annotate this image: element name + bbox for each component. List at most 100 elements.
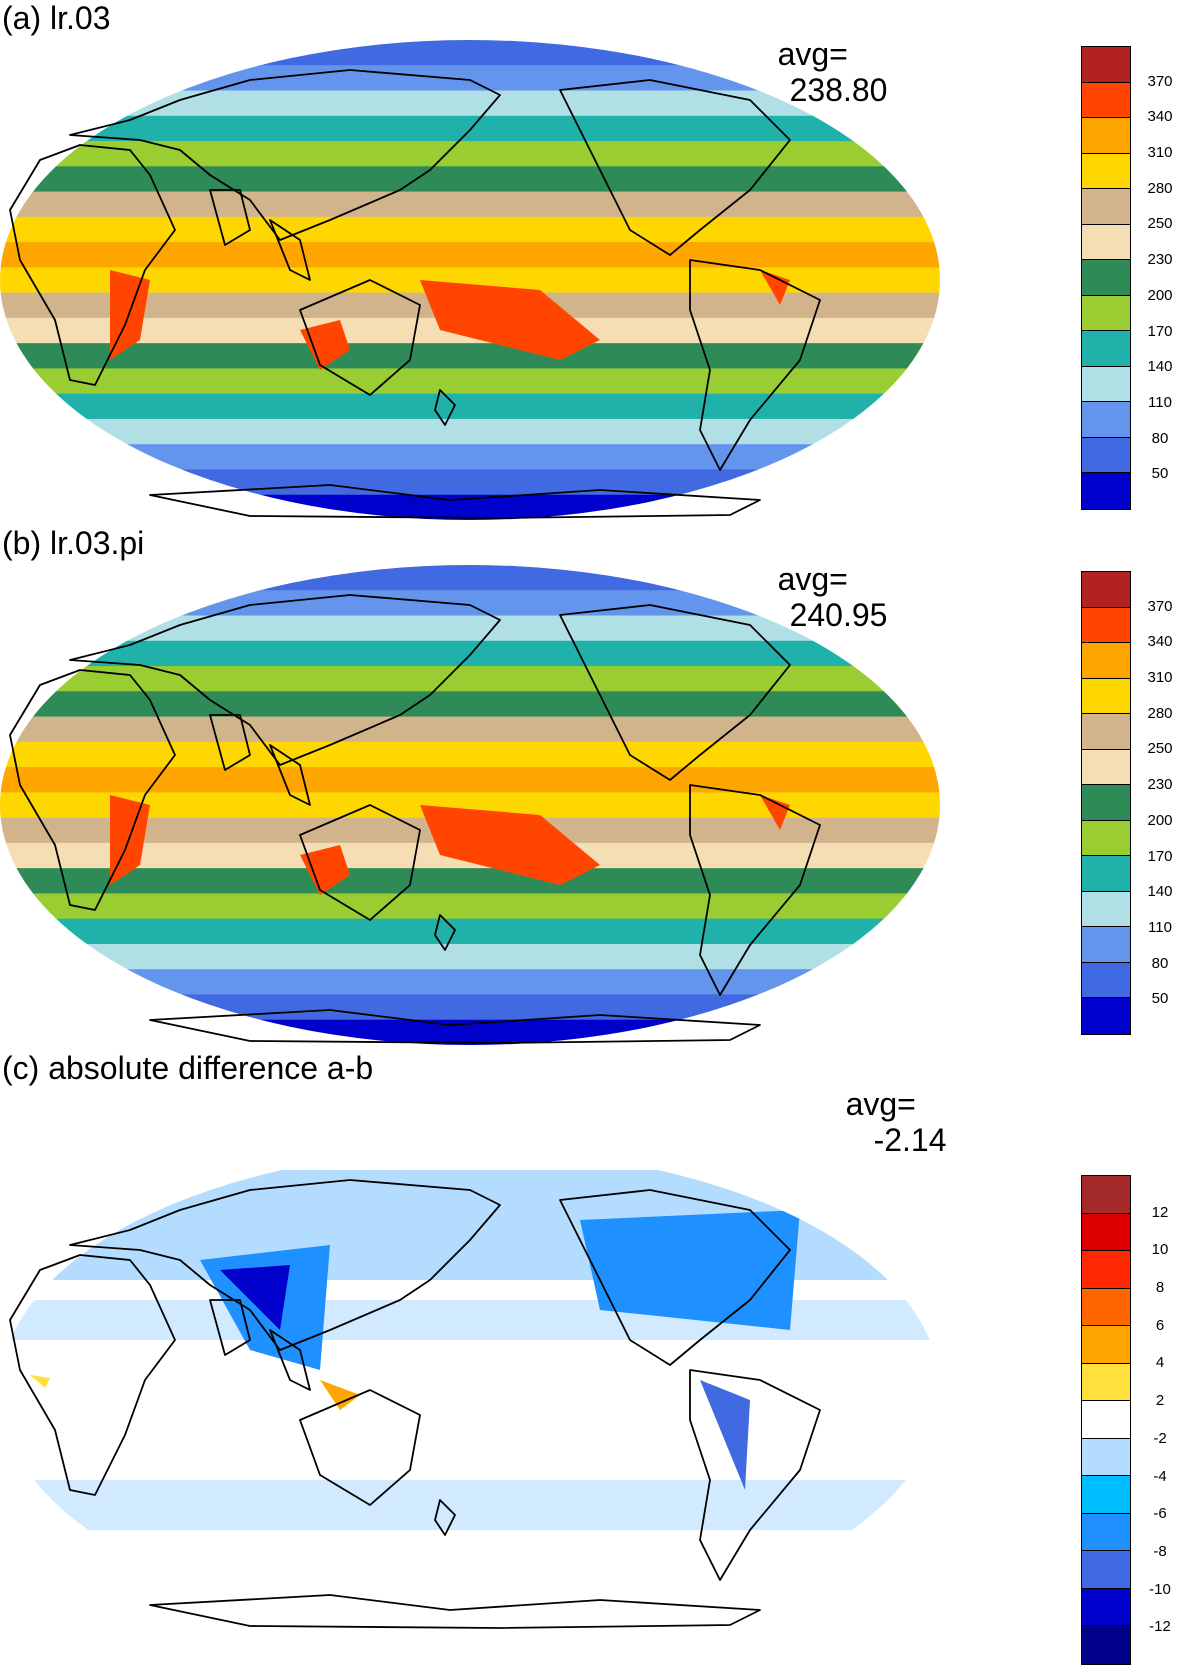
coastlines <box>9 594 821 1044</box>
colorbar <box>1081 1175 1131 1665</box>
panel-c: (c) absolute difference a-b avg= -2.14 1… <box>0 1050 1188 1677</box>
map-band <box>0 393 940 420</box>
diff-patch <box>580 1210 800 1330</box>
colorbar-cell <box>1082 224 1130 261</box>
map <box>0 40 940 520</box>
colorbar-cell <box>1082 473 1130 509</box>
diff-patch <box>700 1380 750 1490</box>
colorbar-tick-label: 280 <box>1147 704 1173 722</box>
diff-patch <box>0 1480 940 1530</box>
colorbar-cell <box>1082 47 1130 83</box>
colorbar-cell <box>1082 366 1130 403</box>
colorbar-cell <box>1082 189 1130 225</box>
diff-patch <box>220 1265 290 1330</box>
colorbar-tick-label: 250 <box>1147 740 1173 758</box>
colorbar-cell <box>1082 927 1130 963</box>
map-band <box>0 918 940 945</box>
warm-pool <box>420 280 600 360</box>
colorbar-tick-label: 4 <box>1155 1354 1165 1372</box>
colorbar-cell <box>1082 1251 1130 1289</box>
colorbar-cell <box>1082 856 1130 892</box>
colorbar-cell <box>1082 749 1130 786</box>
map-band <box>0 969 940 996</box>
map-band <box>0 418 940 446</box>
map-band <box>0 90 940 117</box>
coastline <box>9 669 176 911</box>
colorbar-cell <box>1082 785 1130 821</box>
warm-pool <box>760 270 790 305</box>
map-band <box>0 741 940 769</box>
colorbar-tick-label: 80 <box>1151 429 1169 447</box>
colorbar-cell <box>1082 331 1130 367</box>
warm-pool <box>300 320 350 370</box>
coastline <box>69 69 501 241</box>
colorbar-cell <box>1082 820 1130 857</box>
map <box>0 565 940 1045</box>
diff-patch <box>320 1380 360 1410</box>
coastline <box>9 144 176 386</box>
colorbar <box>1081 571 1131 1035</box>
panel-avg: avg= 238.80 <box>742 0 888 144</box>
map-band <box>0 191 940 218</box>
coastline <box>209 189 251 246</box>
colorbar-tick-label: 200 <box>1147 286 1173 304</box>
coastline <box>269 1329 311 1391</box>
warm-pool <box>420 805 600 885</box>
coastline <box>434 1499 456 1536</box>
colorbar-tick-label: 340 <box>1147 633 1173 651</box>
avg-value: -2.14 <box>873 1122 947 1158</box>
coastline <box>299 1389 421 1506</box>
map-field <box>0 1150 940 1630</box>
panel-avg: avg= -2.14 <box>810 1050 947 1194</box>
coastline <box>209 1299 251 1356</box>
map-band <box>0 767 940 794</box>
colorbar-tick-label: -4 <box>1153 1467 1167 1485</box>
coastline <box>559 79 791 256</box>
coastline <box>149 1594 761 1629</box>
colorbar-tick-label: -10 <box>1149 1580 1171 1598</box>
avg-label: avg= <box>845 1086 916 1122</box>
colorbar-cell <box>1082 1588 1130 1627</box>
colorbar-tick-label: 50 <box>1151 990 1169 1008</box>
panel-avg: avg= 240.95 <box>742 525 888 669</box>
colorbar-tick-label: 200 <box>1147 811 1173 829</box>
map-band <box>0 216 940 244</box>
map-band <box>0 893 940 920</box>
coastlines <box>9 69 821 519</box>
colorbar-cell <box>1082 643 1130 679</box>
colorbar-cell <box>1082 1176 1130 1214</box>
map-band <box>0 666 940 693</box>
diff-patch <box>0 1300 940 1340</box>
avg-label: avg= <box>777 36 848 72</box>
coastline <box>9 1254 176 1496</box>
coastline <box>559 604 791 781</box>
coastline <box>149 484 761 519</box>
colorbar-cell <box>1082 1551 1130 1589</box>
colorbar-tick-label: -2 <box>1153 1429 1167 1447</box>
coastline <box>559 1189 791 1366</box>
colorbar <box>1081 46 1131 510</box>
colorbar-cell <box>1082 260 1130 296</box>
map-band <box>0 65 940 92</box>
map-band <box>0 469 940 496</box>
colorbar-cell <box>1082 891 1130 928</box>
colorbar-cell <box>1082 962 1130 999</box>
panel-a: (a) lr.03 avg= 238.80 370 340 310 280 250 230… <box>0 0 1188 525</box>
panel-title: (a) lr.03 <box>2 0 111 36</box>
colorbar-cell <box>1082 998 1130 1034</box>
colorbar-tick-label: 280 <box>1147 179 1173 197</box>
colorbar-tick-label: 6 <box>1155 1316 1165 1334</box>
map-band <box>0 242 940 269</box>
map-band <box>0 166 940 193</box>
coastline <box>69 1179 501 1351</box>
colorbar-cell <box>1082 118 1130 154</box>
colorbar-cell <box>1082 153 1130 190</box>
colorbar-cell <box>1082 1288 1130 1327</box>
colorbar-tick-label: 230 <box>1147 251 1173 269</box>
colorbar-cell <box>1082 437 1130 474</box>
colorbar-tick-label: 170 <box>1147 847 1173 865</box>
colorbar-cell <box>1082 295 1130 332</box>
colorbar-tick-label: 12 <box>1151 1203 1169 1221</box>
map-band <box>0 691 940 718</box>
map <box>0 1150 940 1630</box>
